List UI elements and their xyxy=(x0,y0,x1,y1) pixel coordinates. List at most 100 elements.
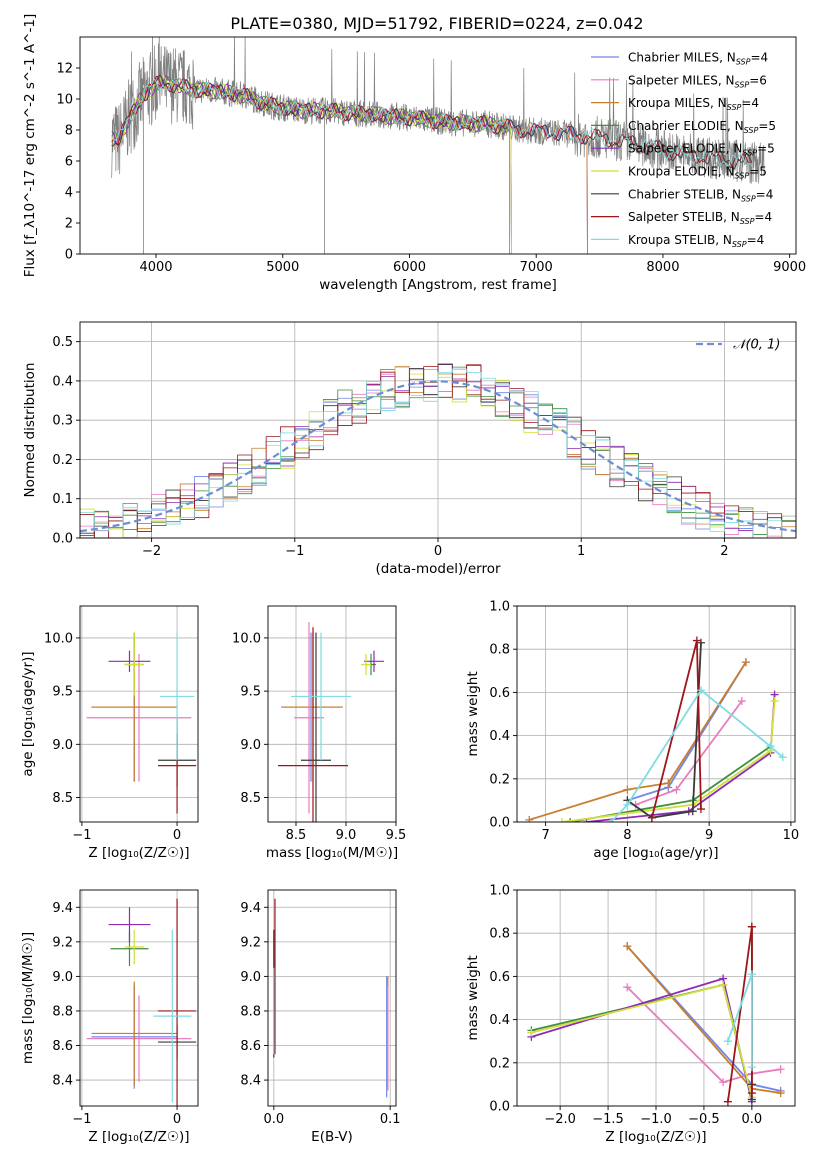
data-point xyxy=(566,818,575,822)
data-point xyxy=(525,815,534,822)
data-point xyxy=(688,807,697,816)
y-tick-label: 0.0 xyxy=(489,1100,510,1115)
errorbar-kroupa-stelib xyxy=(159,632,195,761)
data-point xyxy=(607,818,616,822)
model-line-kroupa-elodie xyxy=(111,74,512,254)
axes-spectrum: 4000 5000 6000 7000 8000 9000 0 2 4 6 8 10 12 wavelen… xyxy=(22,14,806,293)
data-point xyxy=(527,1028,536,1037)
y-tick-label: 10 xyxy=(56,93,73,108)
y-tick-label: 9.0 xyxy=(240,738,261,753)
model-line-kroupa-stelib xyxy=(111,77,753,167)
y-axis-label: Flux [f_λ10^-17 erg cm^-2 s^-1 A^-1] xyxy=(22,14,38,277)
data-point xyxy=(696,805,705,814)
data-point xyxy=(692,636,701,645)
y-tick-label: 0.6 xyxy=(489,686,510,701)
legend-entry: Kroupa ELODIE, NSSP=5 xyxy=(628,165,767,181)
legend-entry: Salpeter MILES, NSSP=6 xyxy=(628,73,767,89)
series-kroupa-stelib xyxy=(607,686,787,822)
y-tick-label: 8.8 xyxy=(52,1004,73,1019)
data-point xyxy=(696,638,705,647)
y-tick-label: 0.8 xyxy=(489,927,510,942)
plot-area-mass_age xyxy=(278,621,384,822)
series-line xyxy=(626,986,781,1084)
y-tick-label: 0.1 xyxy=(52,492,73,507)
legend-entry: Salpeter STELIB, NSSP=4 xyxy=(628,210,772,226)
data-point xyxy=(723,1097,732,1106)
data-point xyxy=(623,785,632,794)
series-salpeter-elodie xyxy=(527,974,756,1106)
axes-frame xyxy=(267,605,397,823)
x-tick-label: 8.5 xyxy=(286,828,307,843)
x-tick-label: 0.1 xyxy=(380,1112,401,1127)
y-tick-label: 0.3 xyxy=(52,414,73,429)
x-tick-label: 8 xyxy=(623,828,631,843)
x-axis-label: (data-model)/error xyxy=(375,561,501,577)
x-tick-label: 9.5 xyxy=(386,828,407,843)
y-tick-label: 10.0 xyxy=(232,631,261,646)
errorbar-salpeter-stelib xyxy=(158,898,197,1106)
x-tick-label: −2 xyxy=(142,544,161,559)
data-point xyxy=(737,697,746,706)
y-tick-label: 8.5 xyxy=(52,791,73,806)
x-tick-label: −1.0 xyxy=(640,1112,672,1127)
gaussian-curve xyxy=(80,380,796,533)
y-tick-label: 9.0 xyxy=(240,970,261,985)
x-tick-label: 7 xyxy=(541,828,549,843)
plot-area-z_age xyxy=(86,632,197,814)
errorbar-kroupa-stelib xyxy=(291,632,351,761)
x-tick-label: −2.0 xyxy=(544,1112,576,1127)
y-tick-label: 8.8 xyxy=(240,1004,261,1019)
x-tick-label: 4000 xyxy=(139,260,172,275)
y-tick-label: 8.6 xyxy=(52,1039,73,1054)
errorbar-salpeter-miles xyxy=(294,621,324,814)
series-line xyxy=(626,642,702,819)
axes-z_age: −1 0 8.5 9.0 9.5 10.0 Z [log₁₀(Z/Z☉)] age [log₁… xyxy=(20,605,199,861)
series-kroupa-stelib xyxy=(723,970,756,1072)
data-point xyxy=(723,1037,732,1046)
legend-entry: Chabrier MILES, NSSP=4 xyxy=(628,51,768,67)
legend-entry: Salpeter ELODIE, NSSP=5 xyxy=(628,142,775,158)
legend-entry: Chabrier ELODIE, NSSP=5 xyxy=(628,119,776,135)
x-tick-label: −0.5 xyxy=(688,1112,720,1127)
y-tick-label: 1.0 xyxy=(489,600,510,615)
x-tick-label: −1 xyxy=(72,828,91,843)
plot-area-residuals xyxy=(80,363,796,538)
y-tick-label: 0.0 xyxy=(489,816,510,831)
y-axis-label: mass weight xyxy=(465,671,481,756)
errorbar-salpeter-elodie xyxy=(108,650,151,672)
data-point xyxy=(776,1089,785,1098)
data-point xyxy=(719,1078,728,1087)
data-point xyxy=(719,981,728,990)
series-line xyxy=(561,700,776,822)
y-tick-label: 0.2 xyxy=(489,1056,510,1071)
data-point xyxy=(778,753,787,762)
data-point xyxy=(766,742,775,751)
y-tick-label: 9.4 xyxy=(52,901,73,916)
legend-entry: Kroupa STELIB, NSSP=4 xyxy=(628,233,764,249)
x-axis-label: wavelength [Angstrom, rest frame] xyxy=(319,277,557,293)
x-tick-label: 7000 xyxy=(520,260,553,275)
x-tick-label: 0.0 xyxy=(742,1112,763,1127)
data-point xyxy=(647,813,656,822)
y-tick-label: 1.0 xyxy=(489,884,510,899)
plot-area-z_mass xyxy=(86,898,197,1106)
errorbar-chabrier-stelib xyxy=(301,632,331,822)
plot-area-spectrum xyxy=(111,37,765,254)
y-tick-label: 0 xyxy=(65,248,73,263)
x-axis-label: Z [log₁₀(Z/Z☉)] xyxy=(88,1129,189,1145)
histogram-kroupa-stelib xyxy=(80,368,796,538)
x-tick-label: 9.0 xyxy=(336,828,357,843)
y-tick-label: 6 xyxy=(65,155,73,170)
x-axis-label: mass [log₁₀(M/M☉)] xyxy=(266,845,398,861)
x-tick-label: −1 xyxy=(285,544,304,559)
data-point xyxy=(747,1089,756,1098)
x-tick-label: −1 xyxy=(72,1112,91,1127)
spectrum-data-line xyxy=(111,37,765,184)
x-tick-label: 0 xyxy=(434,544,442,559)
x-tick-label: 9 xyxy=(705,828,713,843)
errorbar-kroupa-elodie xyxy=(124,632,144,697)
data-point xyxy=(557,818,566,822)
y-axis-label: mass weight xyxy=(465,955,481,1040)
y-tick-label: 8.4 xyxy=(240,1074,261,1089)
y-tick-label: 0.0 xyxy=(52,532,73,547)
